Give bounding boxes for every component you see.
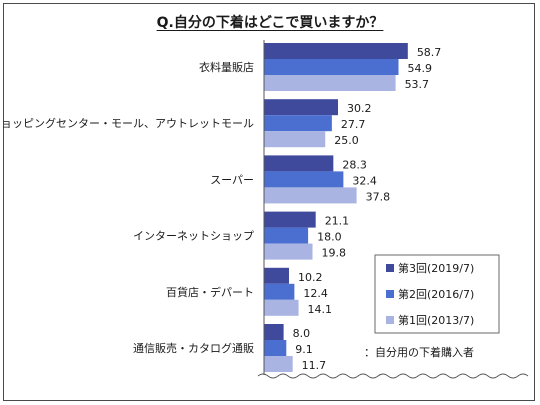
- data-label: 37.8: [366, 190, 391, 203]
- legend-swatch: [386, 264, 394, 272]
- chart-title-text: Q.自分の下着はどこで買いますか？: [156, 15, 384, 31]
- category-label: インターネットショップ: [133, 230, 254, 243]
- data-label: 11.7: [302, 359, 327, 372]
- data-label: 32.4: [352, 174, 377, 187]
- bar: [264, 211, 316, 228]
- bar: [264, 155, 334, 172]
- legend-box: [374, 254, 500, 334]
- bar: [264, 324, 284, 340]
- legend: 第3回(2019/7) 第2回(2016/7) 第1回(2013/7): [374, 254, 500, 334]
- bar: [264, 75, 396, 91]
- bar: [264, 43, 408, 59]
- chart-title: Q.自分の下着はどこで買いますか？: [0, 12, 540, 32]
- bar: [264, 99, 338, 116]
- data-label: 27.7: [341, 118, 366, 131]
- legend-label: 第3回(2019/7): [398, 261, 474, 275]
- data-label: 58.7: [417, 46, 442, 59]
- bars-group: [264, 43, 408, 372]
- data-label: 30.2: [347, 102, 372, 115]
- legend-label: 第1回(2013/7): [398, 313, 474, 327]
- bar: [264, 59, 399, 75]
- legend-label: 第2回(2016/7): [398, 287, 474, 301]
- bar: [264, 243, 313, 260]
- data-label: 12.4: [303, 287, 328, 300]
- chart-note: ：自分用の下着購入者: [364, 345, 474, 359]
- category-label: 通信販売・カタログ通販: [133, 341, 254, 355]
- bar: [264, 283, 295, 300]
- bar: [264, 171, 344, 188]
- data-label: 18.0: [317, 231, 342, 244]
- legend-swatch: [386, 290, 394, 298]
- data-label: 54.9: [408, 62, 433, 75]
- category-label: 衣料量販店: [199, 60, 254, 74]
- data-label: 28.3: [342, 158, 367, 171]
- data-label: 14.1: [308, 303, 333, 316]
- bar: [264, 267, 289, 284]
- bar: [264, 115, 332, 132]
- data-label: 19.8: [322, 247, 347, 260]
- axis-break-wave: [257, 373, 529, 379]
- data-label: 53.7: [405, 78, 430, 91]
- value-labels-group: 58.7 54.9 53.7 30.2 27.7 25.0 28.3 32.4 37.8 21.1…: [293, 46, 442, 372]
- bar: [264, 131, 326, 148]
- bar: [264, 356, 293, 372]
- data-label: 21.1: [325, 215, 350, 228]
- bar: [264, 227, 309, 244]
- data-label: 9.1: [295, 343, 313, 356]
- bar: [264, 299, 299, 316]
- category-label: ショッピングセンター・モール、アウトレットモール: [0, 116, 254, 130]
- category-label: スーパー: [210, 173, 254, 186]
- bar: [264, 340, 287, 356]
- bar: [264, 187, 357, 204]
- legend-swatch: [386, 316, 394, 324]
- category-label: 百貨店・デパート: [166, 285, 254, 299]
- data-label: 10.2: [298, 271, 323, 284]
- data-label: 25.0: [334, 134, 359, 147]
- category-labels-group: 衣料量販店ショッピングセンター・モール、アウトレットモールスーパーインターネット…: [0, 60, 254, 355]
- data-label: 8.0: [293, 327, 311, 340]
